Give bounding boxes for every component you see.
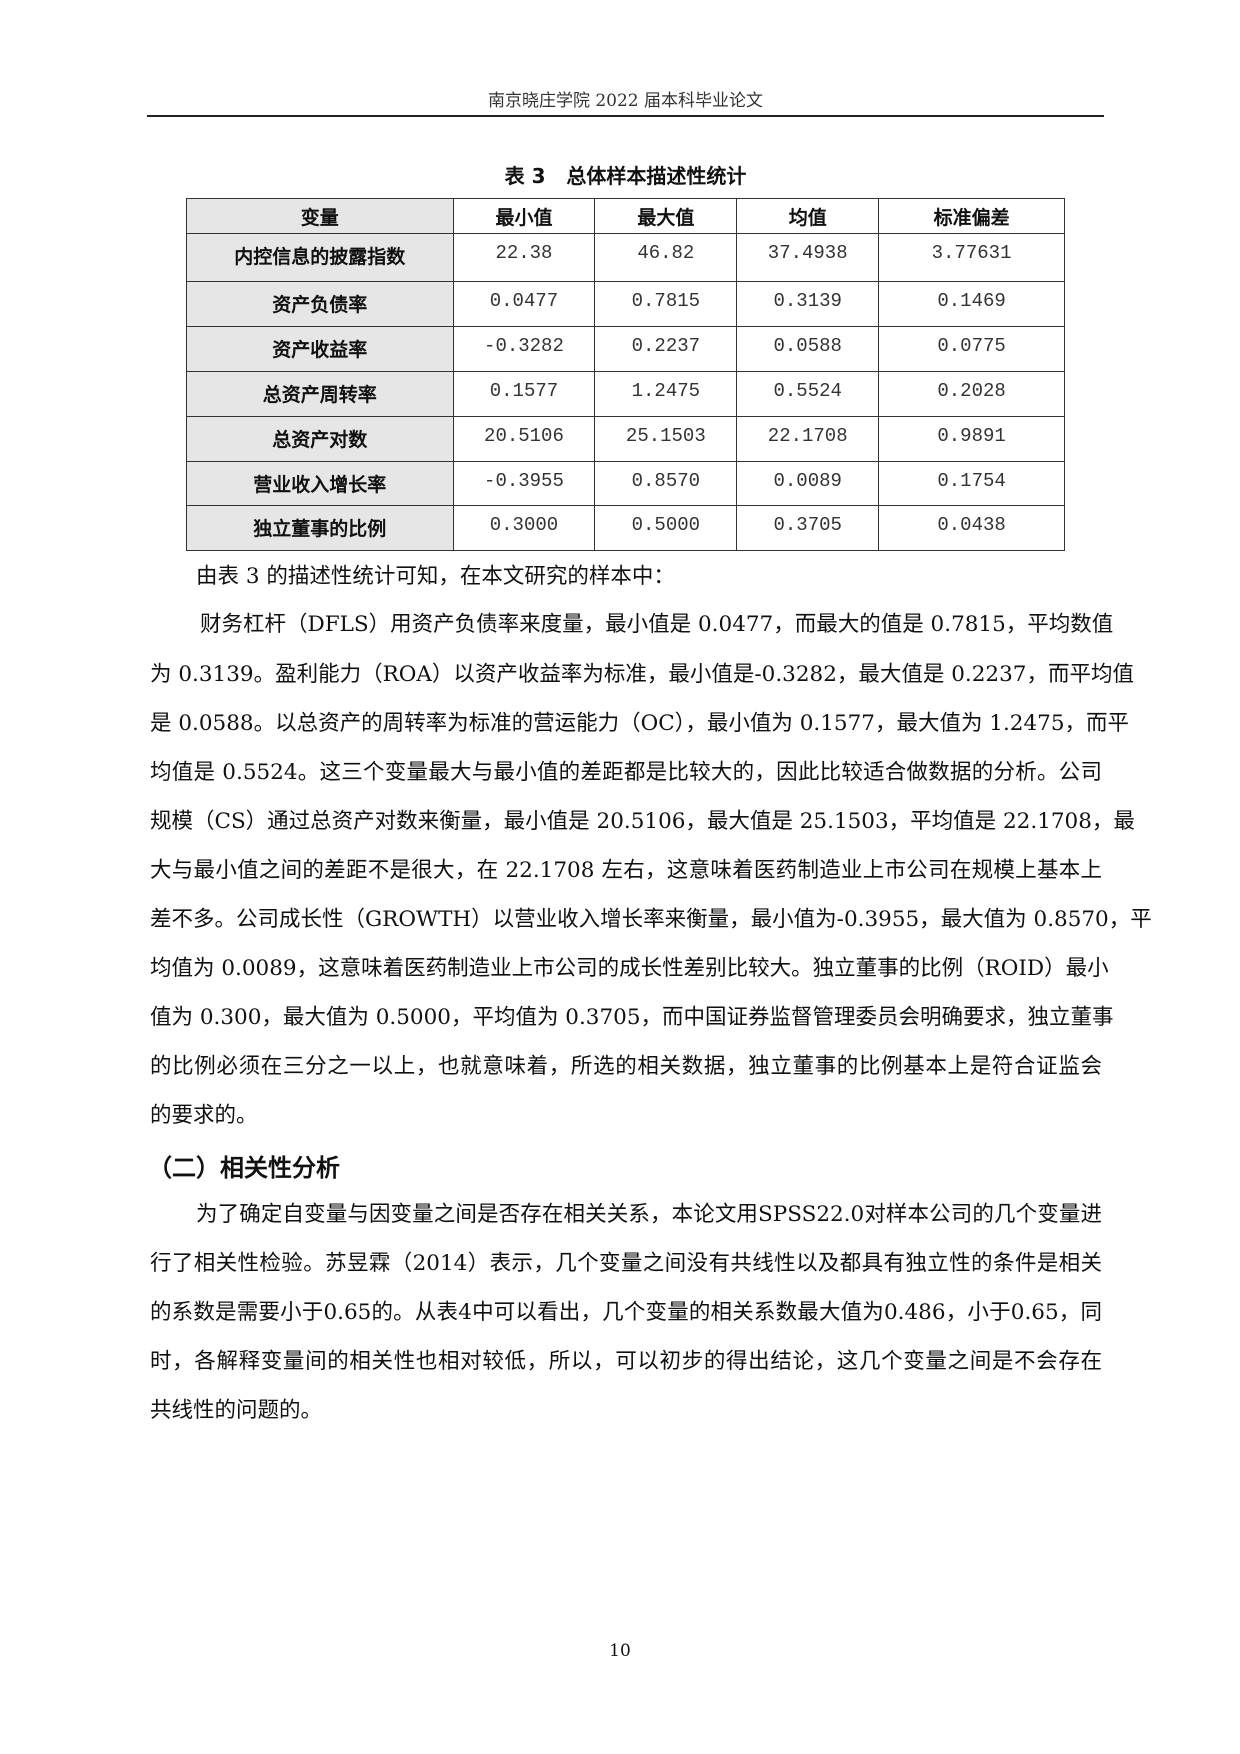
table-cell: 0.5000 [594, 505, 738, 551]
row-label: 独立董事的比例 [186, 505, 454, 551]
paragraph-line: 大与最小值之间的差距不是很大，在 22.1708 左右，这意味着医药制造业上市公… [150, 858, 1102, 883]
table-cell: 25.1503 [594, 416, 738, 462]
page-number: 10 [609, 1641, 631, 1661]
table-row: 内控信息的披露指数 22.38 46.82 37.4938 3.77631 [186, 233, 1065, 282]
paragraph-line: 规模（CS）通过总资产对数来衡量，最小值是 20.5106，最大值是 25.15… [150, 809, 1135, 834]
table-cell: -0.3282 [452, 326, 596, 372]
running-header: 南京晓庄学院 2022 届本科毕业论文 [487, 91, 764, 111]
column-header: 最大值 [594, 198, 738, 234]
row-label: 总资产对数 [186, 416, 454, 462]
header-divider [147, 115, 1104, 117]
table-cell: 1.2475 [594, 371, 738, 417]
paragraph-line: 为了确定自变量与因变量之间是否存在相关关系，本论文用SPSS22.0对样本公司的… [196, 1202, 1102, 1227]
paragraph-line: 共线性的问题的。 [150, 1398, 323, 1423]
row-label: 营业收入增长率 [186, 461, 454, 506]
paragraph-line: 时，各解释变量间的相关性也相对较低，所以，可以初步的得出结论，这几个变量之间是不… [150, 1349, 1102, 1374]
section-heading: （二）相关性分析 [148, 1154, 340, 1182]
table-row: 独立董事的比例 0.3000 0.5000 0.3705 0.0438 [186, 505, 1065, 551]
column-header: 均值 [736, 198, 880, 234]
paragraph-line: 差不多。公司成长性（GROWTH）以营业收入增长率来衡量，最小值为-0.3955… [150, 907, 1152, 932]
paragraph-line: 为 0.3139。盈利能力（ROA）以资产收益率为标准，最小值是-0.3282，… [150, 662, 1134, 687]
table-row: 总资产对数 20.5106 25.1503 22.1708 0.9891 [186, 416, 1065, 462]
table-cell: 3.77631 [878, 233, 1065, 282]
paragraph-line: 的比例必须在三分之一以上，也就意味着，所选的相关数据，独立董事的比例基本上是符合… [150, 1054, 1102, 1079]
table-cell: 0.2237 [594, 326, 738, 372]
table-cell: 0.1754 [878, 461, 1065, 506]
table-cell: 46.82 [594, 233, 738, 282]
table-caption: 表 3 总体样本描述性统计 [504, 164, 747, 188]
table-header-row: 变量 最小值 最大值 均值 标准偏差 [186, 198, 1065, 234]
table-cell: 0.2028 [878, 371, 1065, 417]
row-label: 资产负债率 [186, 281, 454, 327]
table-cell: 0.1469 [878, 281, 1065, 327]
table-cell: 22.38 [452, 233, 596, 282]
table-row: 总资产周转率 0.1577 1.2475 0.5524 0.2028 [186, 371, 1065, 417]
paragraph-line: 财务杠杆（DFLS）用资产负债率来度量，最小值是 0.0477，而最大的值是 0… [200, 612, 1114, 637]
row-label: 内控信息的披露指数 [186, 233, 454, 282]
paragraph-line: 是 0.0588。以总资产的周转率为标准的营运能力（OC），最小值为 0.157… [150, 711, 1130, 736]
table-cell: 22.1708 [736, 416, 880, 462]
paragraph-line: 的要求的。 [150, 1103, 258, 1128]
column-header: 标准偏差 [878, 198, 1065, 234]
table-cell: 0.9891 [878, 416, 1065, 462]
table-cell: 0.3705 [736, 505, 880, 551]
paragraph-line: 均值为 0.0089，这意味着医药制造业上市公司的成长性差别比较大。独立董事的比… [150, 956, 1109, 981]
table-row: 营业收入增长率 -0.3955 0.8570 0.0089 0.1754 [186, 461, 1065, 506]
paragraph-line: 的系数是需要小于0.65的。从表4中可以看出，几个变量的相关系数最大值为0.48… [150, 1300, 1102, 1325]
row-label: 总资产周转率 [186, 371, 454, 417]
paragraph-line: 由表 3 的描述性统计可知，在本文研究的样本中： [196, 564, 675, 589]
table-cell: 0.0775 [878, 326, 1065, 372]
table-cell: 0.3000 [452, 505, 596, 551]
table-cell: 0.5524 [736, 371, 880, 417]
table-cell: 0.1577 [452, 371, 596, 417]
table-cell: 0.0089 [736, 461, 880, 506]
table-cell: 0.7815 [594, 281, 738, 327]
table-cell: 37.4938 [736, 233, 880, 282]
table-cell: 0.0438 [878, 505, 1065, 551]
paragraph-line: 均值是 0.5524。这三个变量最大与最小值的差距都是比较大的，因此比较适合做数… [150, 760, 1102, 785]
table-cell: 0.3139 [736, 281, 880, 327]
column-header: 最小值 [452, 198, 596, 234]
paragraph-line: 行了相关性检验。苏昱霖（2014）表示，几个变量之间没有共线性以及都具有独立性的… [150, 1251, 1102, 1276]
table-cell: 0.8570 [594, 461, 738, 506]
descriptive-stats-table: 变量 最小值 最大值 均值 标准偏差 内控信息的披露指数 22.38 46.82 37.493… [186, 198, 1065, 551]
table-row: 资产负债率 0.0477 0.7815 0.3139 0.1469 [186, 281, 1065, 327]
table-cell: 0.0588 [736, 326, 880, 372]
paragraph-line: 值为 0.300，最大值为 0.5000，平均值为 0.3705，而中国证券监督… [150, 1005, 1114, 1030]
table-cell: 0.0477 [452, 281, 596, 327]
table-row: 资产收益率 -0.3282 0.2237 0.0588 0.0775 [186, 326, 1065, 372]
column-header: 变量 [186, 198, 454, 234]
table-cell: -0.3955 [452, 461, 596, 506]
table-cell: 20.5106 [452, 416, 596, 462]
row-label: 资产收益率 [186, 326, 454, 372]
